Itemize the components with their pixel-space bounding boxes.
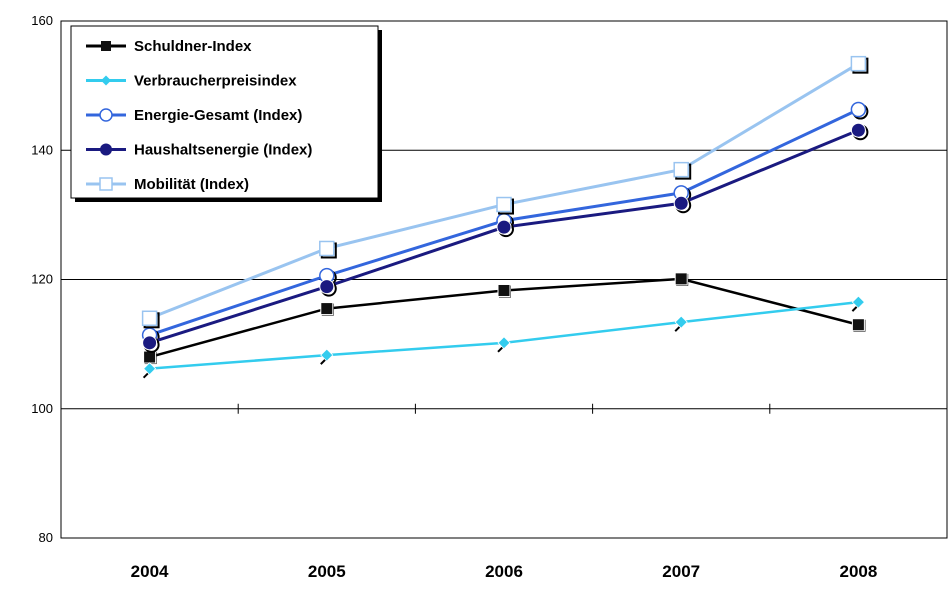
data-point [673, 195, 689, 211]
data-point [320, 302, 334, 316]
data-point [850, 122, 866, 138]
series-4 [142, 122, 869, 353]
x-tick-label: 2004 [131, 562, 169, 581]
data-point [143, 362, 157, 376]
legend-label: Verbraucherpreisindex [134, 73, 297, 90]
legend-box [70, 25, 379, 199]
legend-marker [101, 41, 111, 51]
data-point [674, 315, 688, 329]
series-1 [143, 272, 866, 365]
y-tick-label: 140 [31, 142, 53, 157]
data-point [143, 350, 157, 364]
data-point [851, 295, 865, 309]
data-point [673, 161, 689, 178]
series-5 [141, 55, 869, 329]
y-axis: 80 100 120 140 160 [31, 13, 53, 545]
legend-marker [99, 177, 113, 191]
data-point [142, 335, 158, 351]
legend: Schuldner-Index Verbraucherpreisindex Ener… [70, 25, 382, 202]
legend-marker [99, 108, 113, 122]
data-point [497, 283, 511, 297]
legend-marker [100, 143, 112, 156]
legend-label: Mobilität (Index) [134, 176, 249, 193]
legend-item: Schuldner-Index [86, 38, 252, 55]
x-tick-label: 2006 [485, 562, 523, 581]
x-tick-label: 2005 [308, 562, 346, 581]
data-point [496, 196, 512, 213]
data-point [320, 348, 334, 362]
series-layer [141, 55, 869, 379]
y-tick-label: 100 [31, 401, 53, 416]
legend-item: Energie-Gesamt (Index) [86, 107, 302, 124]
legend-label: Schuldner-Index [134, 38, 252, 55]
legend-item: Mobilität (Index) [86, 176, 249, 193]
data-point [141, 310, 158, 327]
x-tick-label: 2007 [662, 562, 700, 581]
x-tick-label: 2008 [839, 562, 877, 581]
y-tick-label: 80 [39, 530, 53, 545]
y-tick-label: 160 [31, 13, 53, 28]
data-point [851, 318, 865, 332]
legend-item: Verbraucherpreisindex [86, 73, 297, 90]
data-point [496, 219, 512, 235]
legend-item: Haushaltsenergie (Index) [86, 142, 312, 159]
series-2 [142, 295, 865, 379]
data-point [319, 240, 335, 257]
legend-label: Haushaltsenergie (Index) [134, 142, 312, 159]
y-tick-label: 120 [31, 272, 53, 287]
data-point [674, 272, 688, 286]
legend-label: Energie-Gesamt (Index) [134, 107, 302, 124]
data-point [850, 101, 867, 118]
legend-marker [101, 75, 111, 86]
data-point [319, 279, 335, 295]
data-point [850, 55, 867, 72]
x-axis: 2004 2005 2006 2007 2008 [131, 403, 948, 581]
data-point [497, 336, 511, 350]
